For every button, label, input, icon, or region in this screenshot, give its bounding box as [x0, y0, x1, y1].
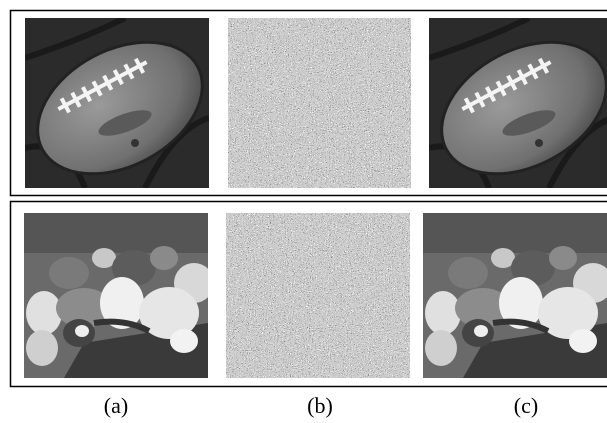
figure: (a) (b) (c): [0, 0, 607, 423]
caption-label: (a): [104, 393, 128, 418]
original-image: [15, 15, 225, 200]
caption-label: (c): [514, 393, 538, 418]
page: (a) (b) (c) (() => { const data = JSON.p…: [0, 0, 607, 423]
original-image: [24, 213, 214, 378]
decrypted-image: [423, 213, 607, 378]
encrypted-image: [226, 213, 410, 378]
caption-label: (b): [307, 393, 333, 418]
decrypted-image: [419, 15, 607, 200]
encrypted-image: [228, 18, 411, 188]
